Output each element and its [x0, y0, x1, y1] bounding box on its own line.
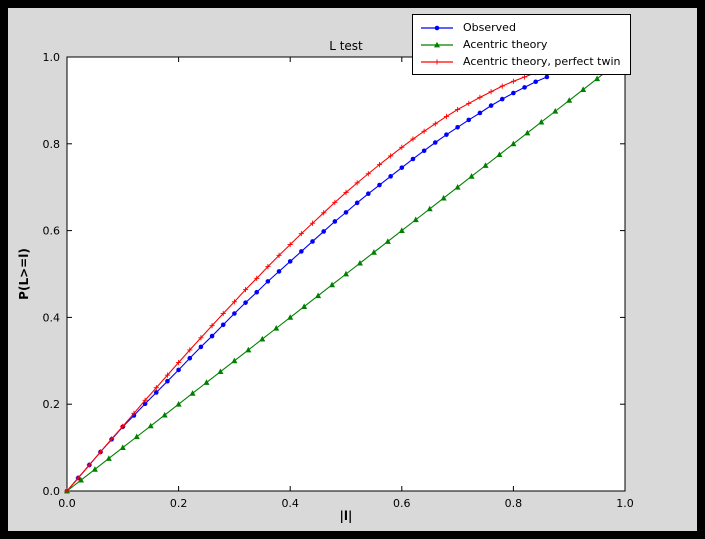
- figure: 0.0 0.2 0.4 0.6 0.8 1.0 0.0 0.2 0.4 0.6 0.8 1.0 L t…: [8, 8, 697, 531]
- legend-line-sample-perfect-twin: [421, 58, 453, 65]
- x-axis-label: |l|: [339, 509, 353, 523]
- chart-canvas: 0.0 0.2 0.4 0.6 0.8 1.0 0.0 0.2 0.4 0.6 0.8 1.0: [43, 51, 634, 510]
- legend-label-observed: Observed: [463, 21, 516, 34]
- legend-label-perfect-twin: Acentric theory, perfect twin: [463, 55, 621, 68]
- legend-item-acentric-theory: Acentric theory: [419, 38, 620, 51]
- legend-item-perfect-twin: Acentric theory, perfect twin: [419, 55, 620, 68]
- svg-text:0.4: 0.4: [43, 311, 61, 324]
- svg-text:0.0: 0.0: [58, 497, 76, 510]
- legend-line-sample-observed: [421, 25, 453, 30]
- chart-title: L test: [329, 39, 363, 53]
- svg-text:0.8: 0.8: [505, 497, 523, 510]
- svg-text:0.2: 0.2: [43, 398, 61, 411]
- svg-text:0.6: 0.6: [393, 497, 411, 510]
- svg-text:1.0: 1.0: [616, 497, 634, 510]
- legend: Observed Acentric theory Acentric theory…: [412, 14, 632, 75]
- legend-label-acentric-theory: Acentric theory: [463, 38, 548, 51]
- svg-text:0.6: 0.6: [43, 225, 61, 238]
- y-axis-label: P(L>=l): [17, 248, 31, 300]
- svg-text:1.0: 1.0: [43, 51, 61, 64]
- svg-text:0.2: 0.2: [170, 497, 188, 510]
- svg-text:0.8: 0.8: [43, 138, 61, 151]
- legend-line-sample-acentric-theory: [421, 41, 453, 47]
- legend-item-observed: Observed: [419, 21, 620, 34]
- svg-text:0.0: 0.0: [43, 485, 61, 498]
- svg-text:0.4: 0.4: [281, 497, 299, 510]
